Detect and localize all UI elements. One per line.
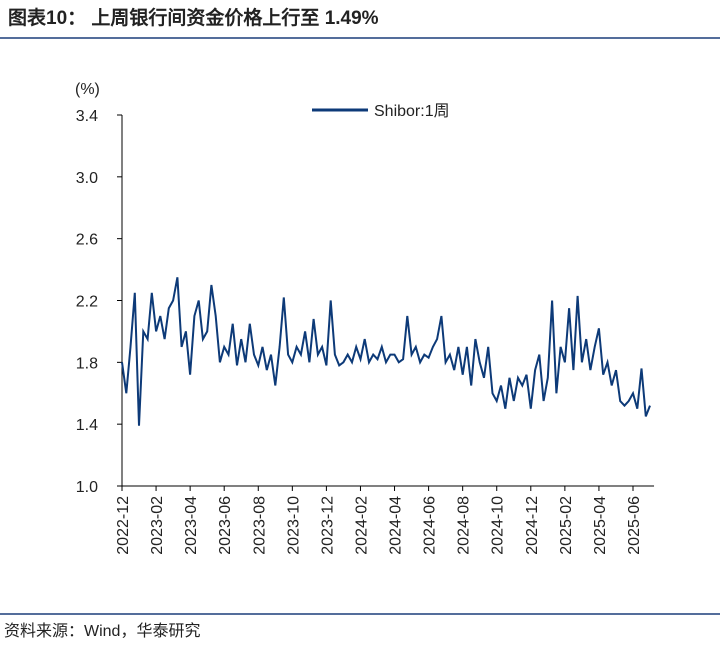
- x-tick-label: 2023-04: [183, 496, 200, 555]
- x-tick-label: 2024-08: [456, 496, 473, 555]
- source-note: 资料来源：Wind，华泰研究: [4, 622, 200, 640]
- x-tick-label: 2024-04: [388, 496, 405, 555]
- x-tick-label: 2023-08: [251, 496, 268, 555]
- y-unit: (%): [75, 81, 100, 98]
- y-tick-label: 2.6: [76, 232, 98, 249]
- x-tick-label: 2025-02: [558, 496, 575, 555]
- x-tick-label: 2024-06: [422, 496, 439, 555]
- x-tick-label: 2024-10: [490, 496, 507, 555]
- y-tick-label: 1.8: [76, 355, 98, 372]
- x-tick-label: 2024-12: [524, 496, 541, 555]
- series-line: [121, 277, 651, 426]
- legend-label: Shibor:1周: [374, 103, 450, 120]
- chart-title: 图表10： 上周银行间资金价格上行至 1.49%: [8, 6, 379, 29]
- x-tick-label: 2023-06: [217, 496, 234, 555]
- x-tick-label: 2023-02: [149, 496, 166, 555]
- x-tick-label: 2025-06: [626, 496, 643, 555]
- y-tick-label: 1.0: [76, 479, 98, 496]
- y-tick-label: 3.0: [76, 170, 98, 187]
- x-tick-label: 2025-04: [592, 496, 609, 555]
- x-tick-label: 2023-12: [319, 496, 336, 555]
- x-tick-label: 2023-10: [285, 496, 302, 555]
- y-tick-label: 1.4: [76, 417, 98, 434]
- x-tick-label: 2024-02: [353, 496, 370, 555]
- x-tick-label: 2022-12: [115, 496, 132, 555]
- y-tick-label: 2.2: [76, 294, 98, 311]
- y-tick-label: 3.4: [76, 108, 98, 125]
